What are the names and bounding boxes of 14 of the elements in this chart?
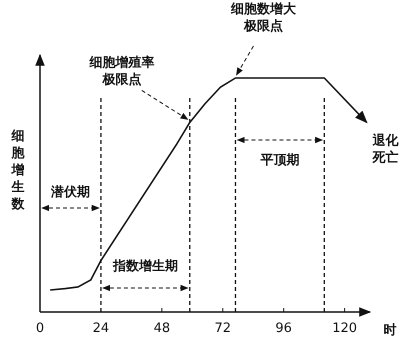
annotation: 退化死亡 (372, 132, 400, 166)
x-tick-label: 48 (154, 321, 170, 336)
x-tick-label: 0 (36, 321, 44, 336)
annotation: 细胞增殖率极限点 (88, 54, 154, 88)
annotation: 平顶期 (259, 153, 300, 168)
annotation: 指数增生期 (112, 259, 178, 274)
x-axis-title: 时 (384, 323, 396, 338)
x-tick-label: 72 (214, 321, 232, 336)
x-tick-label: 96 (275, 321, 292, 336)
x-tick-label: 24 (92, 321, 110, 336)
annotation: 潜伏期 (50, 185, 90, 200)
x-tick-label: 120 (332, 321, 358, 336)
annotation: 细胞数增大极限点 (230, 2, 297, 34)
y-axis-title: 细胞增生数 (10, 129, 26, 212)
